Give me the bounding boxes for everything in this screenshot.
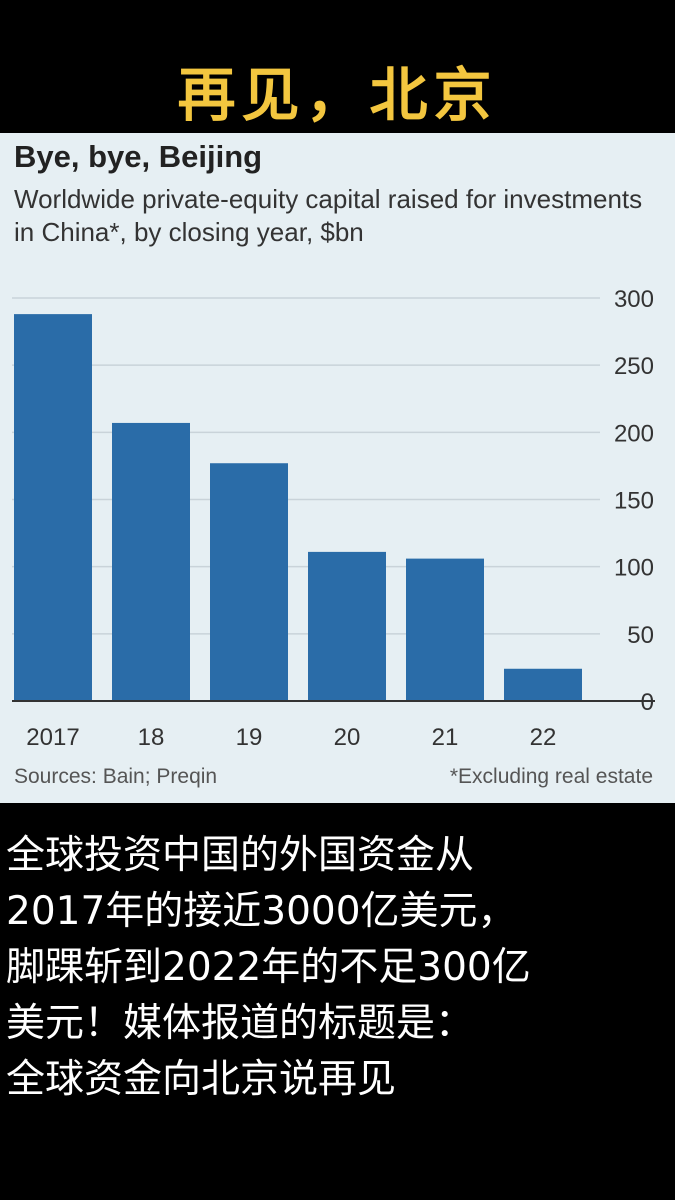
bar [210,463,288,701]
bar [308,551,386,701]
y-tick-label: 200 [614,420,654,447]
y-tick-label: 100 [614,555,654,582]
bar [112,422,190,701]
bar [504,668,582,701]
bar [406,558,484,701]
x-tick-label: 22 [530,724,557,751]
x-tick-label: 19 [236,724,263,751]
bar [14,314,92,701]
chart-panel: Bye, bye, Beijing Worldwide private-equi… [0,133,675,803]
y-tick-label: 50 [627,622,654,649]
bar-chart: 0 50 100 150 200 250 300 2017 18 19 20 21 22 [12,286,655,751]
chart-subtitle: Worldwide private-equity capital raised … [14,184,643,247]
chart-title: Bye, bye, Beijing [14,139,263,174]
y-tick-label: 300 [614,286,654,313]
x-tick-label: 2017 [26,724,79,751]
caption-text: 全球投资中国的外国资金从 2017年的接近3000亿美元， 脚踝斩到2022年的… [6,833,531,1102]
y-tick-label: 150 [614,488,654,515]
chart-source: Sources: Bain; Preqin [14,765,218,788]
chart-note: *Excluding real estate [449,765,653,788]
y-tick-label: 250 [614,353,654,380]
y-tick-label: 0 [641,689,654,716]
x-tick-label: 20 [334,724,361,751]
x-tick-label: 18 [138,724,165,751]
x-tick-label: 21 [432,724,459,751]
overlay-title: 再见，北京 [177,61,498,129]
